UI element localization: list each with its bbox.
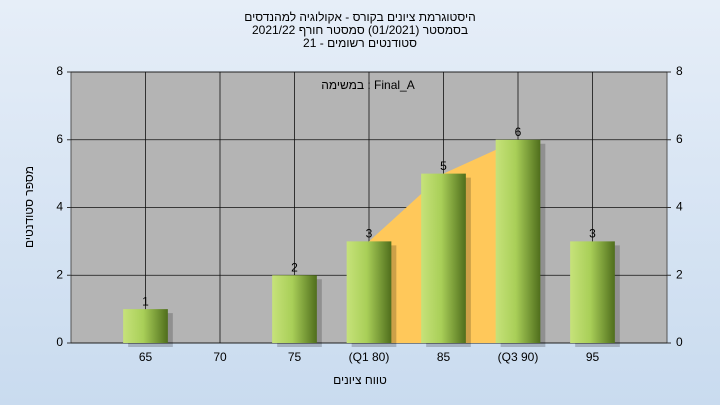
chart-subtitle: סטודנטים רשומים - 21 [303,36,417,50]
data-label: 5 [440,159,447,173]
bar [123,309,168,343]
x-tick-label: 65 [139,350,153,364]
y2-tick-label: 2 [676,267,683,281]
y-tick-label: 0 [56,335,63,349]
data-label: 3 [589,227,596,241]
y2-tick-label: 4 [676,200,683,214]
y2-tick-label: 6 [676,132,683,146]
annotation: במשימה : Final_A [321,78,415,92]
x-tick-label: 75 [288,350,302,364]
y2-tick-label: 0 [676,335,683,349]
chart-subtitle: בסמסטר (01/2021) סמסטר חורף 2021/22 [252,23,468,37]
x-axis-label: טווח ציונים [333,373,387,387]
x-tick-label: (Q1 80) [349,350,390,364]
y-tick-label: 6 [56,132,63,146]
y-tick-label: 2 [56,267,63,281]
chart-title: היסטוגרמת ציונים בקורס - אקולוגיה למהנדס… [244,10,475,24]
x-tick-label: 70 [213,350,227,364]
bar [495,139,541,343]
bar [421,173,466,343]
bar [272,275,317,343]
bar [346,241,392,343]
x-tick-label: (Q3 90) [498,350,539,364]
data-label: 1 [142,294,149,308]
data-label: 3 [366,227,373,241]
x-tick-label: 85 [437,350,451,364]
data-label: 6 [515,125,522,139]
data-label: 2 [291,260,298,274]
y-tick-label: 4 [56,200,63,214]
y2-tick-label: 8 [676,64,683,78]
y-tick-label: 8 [56,64,63,78]
x-tick-label: 95 [586,350,600,364]
y-axis-label: מספר סטודנטים [22,166,36,248]
bar [570,241,615,343]
